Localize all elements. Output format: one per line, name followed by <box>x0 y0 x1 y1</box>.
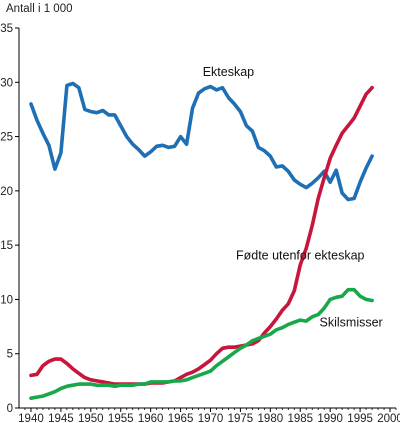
x-tick-label: 1990 <box>317 413 343 423</box>
series-annotation: Fødte utenfor ekteskap <box>236 248 365 262</box>
y-tick-label: 5 <box>7 349 13 361</box>
y-tick-label: 0 <box>7 403 13 415</box>
series-line-f-dte-utenfor-ekteskap <box>29 85 374 386</box>
series-line-ekteskap <box>29 81 374 202</box>
x-tick-label: 2000 <box>377 413 400 423</box>
series-annotation: Skilsmisser <box>320 316 383 330</box>
y-tick-label: 15 <box>0 240 13 252</box>
x-tick-label: 1955 <box>108 413 134 423</box>
y-tick-label: 30 <box>0 77 13 89</box>
series-annotation: Ekteskap <box>203 65 254 79</box>
x-tick-label: 1945 <box>48 413 74 423</box>
x-tick-label: 1960 <box>138 413 164 423</box>
x-tick-label: 1995 <box>347 413 373 423</box>
x-tick-label: 1950 <box>78 413 104 423</box>
x-tick-label: 1985 <box>287 413 313 423</box>
x-tick-label: 1965 <box>168 413 194 423</box>
y-tick-label: 20 <box>0 186 13 198</box>
axes: 0 5 10 15 20 25 30 35 1940 1945 1950 1955 1960 1965 19… <box>0 23 400 423</box>
y-tick-label: 35 <box>0 23 13 35</box>
annotation-layer: Ekteskap Fødte utenfor ekteskap Skilsmisse… <box>203 65 383 330</box>
x-tick-label: 1970 <box>198 413 224 423</box>
series-layer <box>29 81 374 400</box>
x-tick-label: 1940 <box>18 413 44 423</box>
series-line-skilsmisser <box>29 287 374 400</box>
x-tick-label: 1975 <box>228 413 254 423</box>
y-tick-label: 10 <box>0 294 13 306</box>
y-tick-label: 25 <box>0 132 13 144</box>
y-axis-label: Antall i 1 000 <box>6 3 73 15</box>
x-tick-label: 1980 <box>258 413 284 423</box>
